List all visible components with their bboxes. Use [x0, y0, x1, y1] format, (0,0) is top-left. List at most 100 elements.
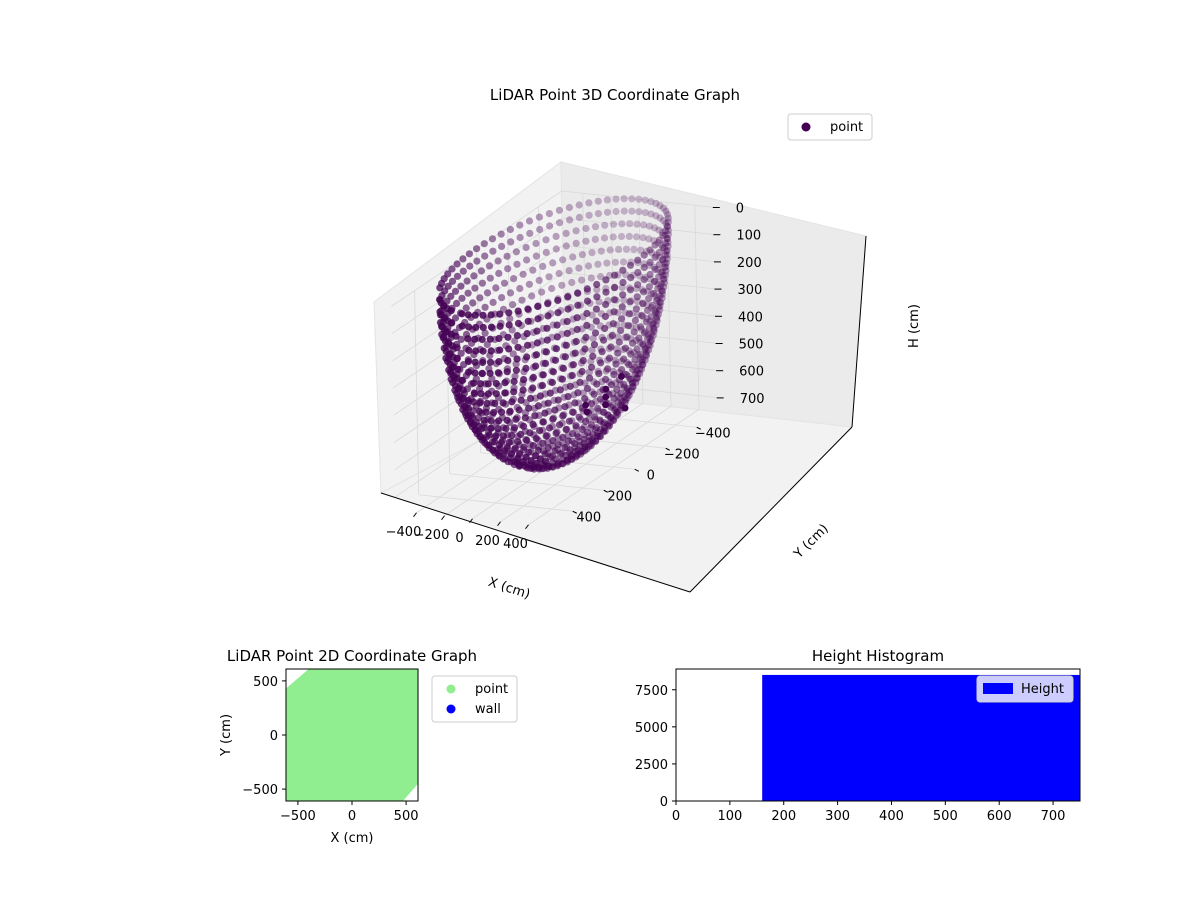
bowl-point — [656, 253, 664, 261]
bowl-point — [492, 432, 500, 440]
bowl-point — [625, 361, 633, 369]
bowl-point — [513, 355, 521, 363]
bowl-point — [640, 221, 648, 229]
bowl-point — [549, 437, 557, 445]
bowl-point — [575, 413, 583, 421]
bowl-point — [470, 272, 478, 280]
bowl-point — [623, 333, 631, 341]
bowl-point — [572, 337, 580, 346]
bowl-point — [515, 406, 523, 414]
bowl-points — [436, 195, 673, 473]
bowl-point — [523, 353, 531, 361]
bowl-point — [646, 334, 654, 342]
bowl-point — [551, 447, 559, 455]
bowl-point — [548, 284, 556, 293]
z-tick-label: 200 — [737, 256, 762, 271]
bowl-point — [662, 267, 670, 275]
bowl-point — [573, 325, 581, 334]
bowl-point — [656, 292, 664, 300]
bowl-point — [464, 311, 472, 319]
bowl-point — [508, 431, 516, 440]
bowl-point — [480, 416, 488, 424]
bowl-point — [642, 348, 651, 356]
bowl-point — [558, 375, 567, 383]
bowl-point — [645, 295, 653, 303]
bowl-point — [589, 352, 597, 360]
bowl-point — [657, 268, 665, 276]
bowl-point — [617, 326, 625, 335]
bowl-point — [465, 346, 473, 354]
bowl-point — [469, 413, 477, 421]
bowl-point — [601, 221, 609, 229]
bowl-point — [524, 341, 532, 349]
y-tick-label-hist: 0 — [660, 795, 668, 810]
bowl-point — [630, 245, 638, 253]
bowl-point — [566, 382, 574, 390]
bowl-point — [660, 275, 668, 283]
bowl-point — [448, 265, 456, 273]
bowl-point — [534, 402, 543, 410]
bowl-point — [536, 225, 544, 234]
ticks-3d: −400−200 0 200 400−400−20002004000100200300… — [386, 202, 765, 552]
bowl-point — [649, 332, 657, 340]
bowl-point — [536, 392, 545, 400]
bowl-point — [621, 344, 630, 352]
bowl-point — [447, 292, 455, 300]
bowl-point — [636, 350, 645, 359]
y-tick-label: −400 — [695, 426, 731, 441]
bowl-point — [578, 367, 586, 376]
bowl-point — [503, 444, 511, 452]
bowl-point — [453, 272, 462, 280]
bowl-point — [524, 317, 532, 325]
bowl-point — [625, 310, 633, 318]
bowl-point — [638, 311, 646, 320]
bowl-point — [564, 305, 572, 313]
bowl-point — [645, 341, 653, 349]
bowl-point — [576, 378, 584, 386]
bowl-point — [595, 370, 603, 378]
bowl-point — [583, 285, 591, 293]
x-tick-label: 400 — [503, 537, 528, 552]
bowl-point — [601, 312, 610, 321]
bowl-point — [592, 305, 601, 313]
legend-2d-wall-marker — [446, 704, 456, 714]
bowl-point — [521, 414, 529, 422]
x-tick — [469, 518, 473, 524]
bowl-point — [522, 243, 530, 252]
x-tick-label-2d: 0 — [348, 809, 356, 824]
bowl-point — [590, 390, 598, 398]
bowl-point — [661, 271, 669, 279]
bowl-point — [532, 252, 541, 260]
x-tick — [441, 515, 445, 521]
bowl-point — [632, 305, 641, 313]
bowl-point — [653, 317, 661, 325]
bowl-point — [661, 259, 669, 267]
bowl-point — [509, 350, 517, 358]
z-tick-label: 600 — [739, 365, 764, 380]
legend-2d-wall-label: wall — [475, 702, 501, 717]
bowl-point — [505, 345, 513, 353]
bowl-point — [650, 328, 658, 336]
bowl-point — [519, 386, 527, 394]
bowl-point — [516, 233, 524, 242]
bowl-point — [496, 346, 504, 354]
bowl-point — [510, 377, 518, 385]
bowl-point — [600, 336, 608, 344]
bowl-point — [539, 418, 547, 426]
bowl-point — [655, 273, 663, 281]
bowl-point — [577, 447, 585, 455]
bowl-point — [470, 379, 478, 387]
bowl-point — [511, 444, 519, 452]
bowl-point — [664, 226, 673, 235]
bowl-point — [542, 236, 550, 244]
bowl-point — [662, 259, 671, 267]
y-tick-label: 400 — [576, 510, 601, 525]
bowl-point — [487, 347, 495, 355]
bowl-point — [662, 239, 670, 247]
bowl-point — [571, 440, 579, 448]
legend-histogram-label: Height — [1021, 682, 1064, 697]
bowl-point — [661, 263, 669, 271]
bowl-point — [549, 368, 558, 376]
bowl-point — [470, 389, 478, 397]
bowl-point — [477, 267, 485, 275]
